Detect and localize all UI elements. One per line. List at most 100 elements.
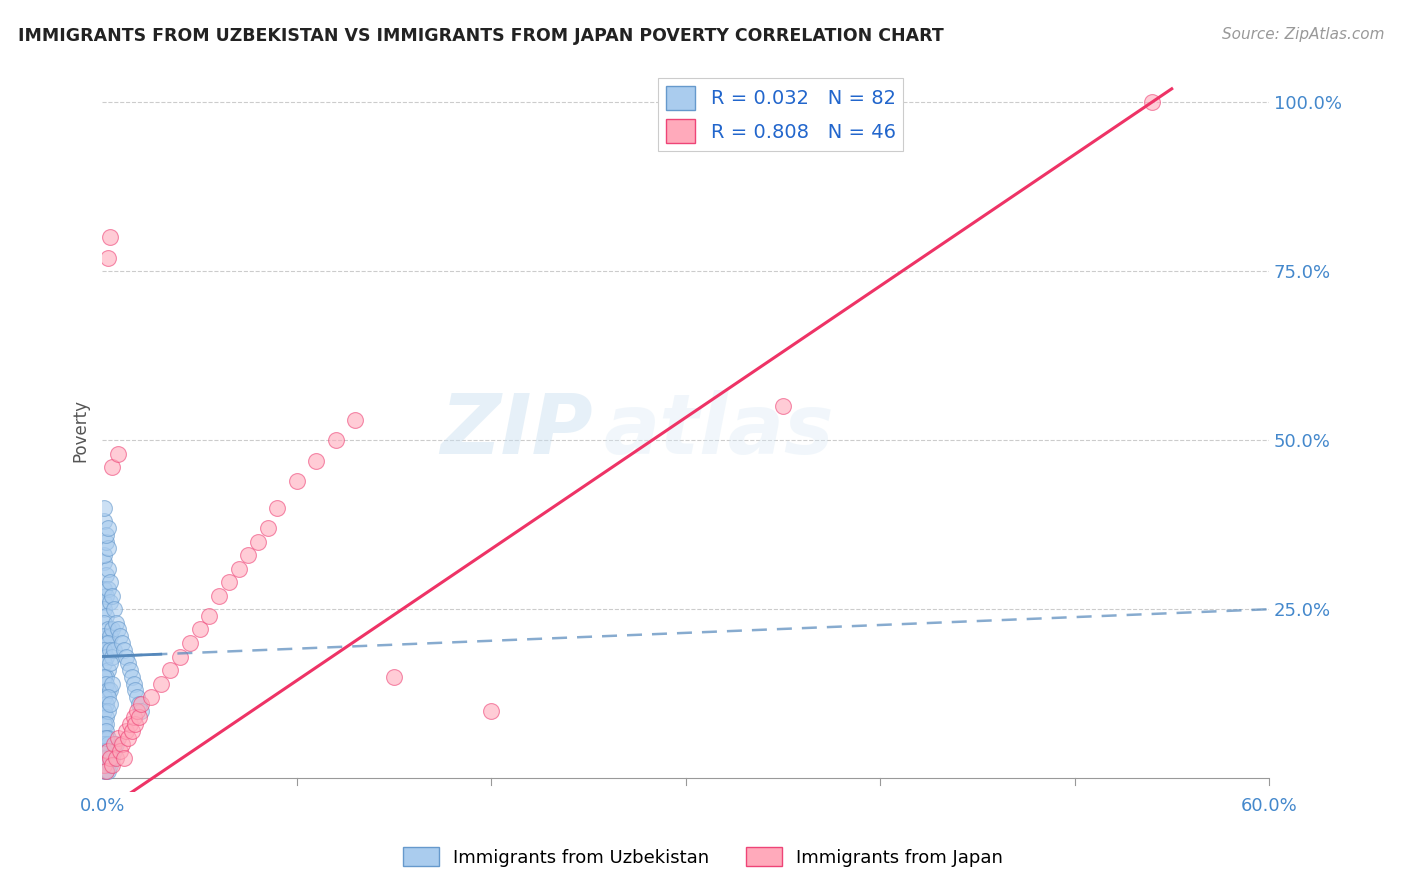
Point xyxy=(285,474,308,488)
Point xyxy=(117,731,139,745)
Point xyxy=(98,697,121,711)
Point xyxy=(121,670,143,684)
Point xyxy=(107,447,129,461)
Point xyxy=(105,738,128,752)
Point xyxy=(97,757,120,772)
Point xyxy=(96,723,118,738)
Point xyxy=(105,751,128,765)
Point xyxy=(101,649,124,664)
Point xyxy=(93,764,115,779)
Point xyxy=(111,636,134,650)
Point xyxy=(96,670,118,684)
Point xyxy=(179,636,201,650)
Point xyxy=(96,697,118,711)
Point xyxy=(139,690,162,704)
Point xyxy=(108,744,131,758)
Point xyxy=(93,657,115,671)
Point xyxy=(96,764,118,779)
Point xyxy=(124,683,146,698)
Point xyxy=(118,663,141,677)
Point xyxy=(96,528,118,542)
Point xyxy=(97,582,120,596)
Point xyxy=(93,704,115,718)
Point xyxy=(93,690,115,704)
Point xyxy=(97,521,120,535)
Point xyxy=(103,738,125,752)
Point xyxy=(107,623,129,637)
Point xyxy=(127,690,149,704)
Point xyxy=(96,589,118,603)
Point xyxy=(96,731,118,745)
Point xyxy=(93,548,115,562)
Point xyxy=(103,602,125,616)
Point xyxy=(93,744,115,758)
Point xyxy=(382,670,405,684)
Point xyxy=(479,704,502,718)
Point xyxy=(96,609,118,624)
Text: IMMIGRANTS FROM UZBEKISTAN VS IMMIGRANTS FROM JAPAN POVERTY CORRELATION CHART: IMMIGRANTS FROM UZBEKISTAN VS IMMIGRANTS… xyxy=(18,27,943,45)
Legend: Immigrants from Uzbekistan, Immigrants from Japan: Immigrants from Uzbekistan, Immigrants f… xyxy=(395,840,1011,874)
Point xyxy=(101,757,124,772)
Y-axis label: Poverty: Poverty xyxy=(72,399,89,461)
Point xyxy=(266,500,288,515)
Point xyxy=(98,575,121,590)
Point xyxy=(97,731,120,745)
Point xyxy=(93,751,115,765)
Point xyxy=(159,663,181,677)
Point xyxy=(93,670,115,684)
Point xyxy=(97,704,120,718)
Point xyxy=(131,697,153,711)
Point xyxy=(169,649,191,664)
Point xyxy=(218,575,240,590)
Point xyxy=(98,629,121,643)
Point xyxy=(98,230,121,244)
Point xyxy=(97,562,120,576)
Point xyxy=(97,251,120,265)
Point xyxy=(246,534,269,549)
Point xyxy=(111,738,134,752)
Point xyxy=(127,704,149,718)
Point xyxy=(344,413,367,427)
Point xyxy=(98,683,121,698)
Point xyxy=(93,582,115,596)
Point xyxy=(96,757,118,772)
Text: Source: ZipAtlas.com: Source: ZipAtlas.com xyxy=(1222,27,1385,42)
Point xyxy=(124,717,146,731)
Point xyxy=(96,534,118,549)
Point xyxy=(96,649,118,664)
Point xyxy=(117,657,139,671)
Point xyxy=(198,609,221,624)
Point xyxy=(93,595,115,609)
Point xyxy=(97,764,120,779)
Point xyxy=(97,663,120,677)
Point xyxy=(101,460,124,475)
Point xyxy=(238,548,260,562)
Point xyxy=(93,629,115,643)
Point xyxy=(97,738,120,752)
Point xyxy=(118,717,141,731)
Point xyxy=(93,731,115,745)
Point xyxy=(98,642,121,657)
Point xyxy=(96,568,118,582)
Point xyxy=(114,723,136,738)
Point xyxy=(97,690,120,704)
Point xyxy=(93,642,115,657)
Point xyxy=(98,757,121,772)
Point xyxy=(305,453,328,467)
Point xyxy=(97,636,120,650)
Point xyxy=(96,744,118,758)
Text: ZIP: ZIP xyxy=(440,390,592,471)
Point xyxy=(93,757,115,772)
Point xyxy=(122,710,145,724)
Point xyxy=(105,615,128,630)
Point xyxy=(93,615,115,630)
Point xyxy=(101,751,124,765)
Text: atlas: atlas xyxy=(605,390,835,471)
Point xyxy=(1142,95,1164,110)
Point xyxy=(96,676,118,690)
Point xyxy=(108,629,131,643)
Point xyxy=(97,541,120,556)
Point xyxy=(128,710,150,724)
Point xyxy=(256,521,278,535)
Point xyxy=(93,500,115,515)
